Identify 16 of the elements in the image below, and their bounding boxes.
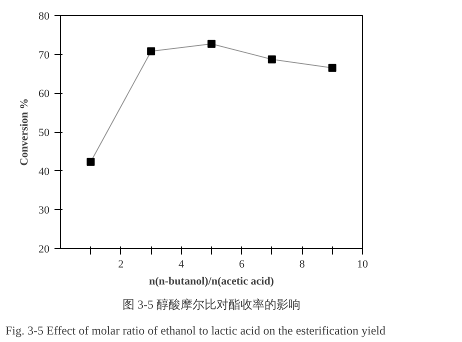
x-tick-label: 2 <box>118 258 124 270</box>
y-tick-label: 70 <box>38 49 50 62</box>
y-tick-label: 20 <box>38 244 50 256</box>
x-axis-title: n(n-butanol)/n(acetic acid) <box>149 276 274 288</box>
y-tick-label: 60 <box>38 88 50 100</box>
x-tick-label: 4 <box>178 258 185 270</box>
x-tick-label: 8 <box>299 258 306 270</box>
y-tick-label: 80 <box>38 10 50 22</box>
x-tick-label: 10 <box>357 258 368 270</box>
x-tick-label: 6 <box>238 258 245 270</box>
y-tick-label: 40 <box>38 166 50 178</box>
y-tick-label: 50 <box>38 127 50 139</box>
caption: 图 3-5 醇酸摩尔比对酯收率的影响 <box>122 298 300 312</box>
caption: Fig. 3-5 Effect of molar ratio of ethanol to lactic acid on the esterification yield <box>6 324 386 338</box>
y-axis-title: Conversion % <box>18 98 30 166</box>
y-tick-label: 30 <box>38 204 50 217</box>
